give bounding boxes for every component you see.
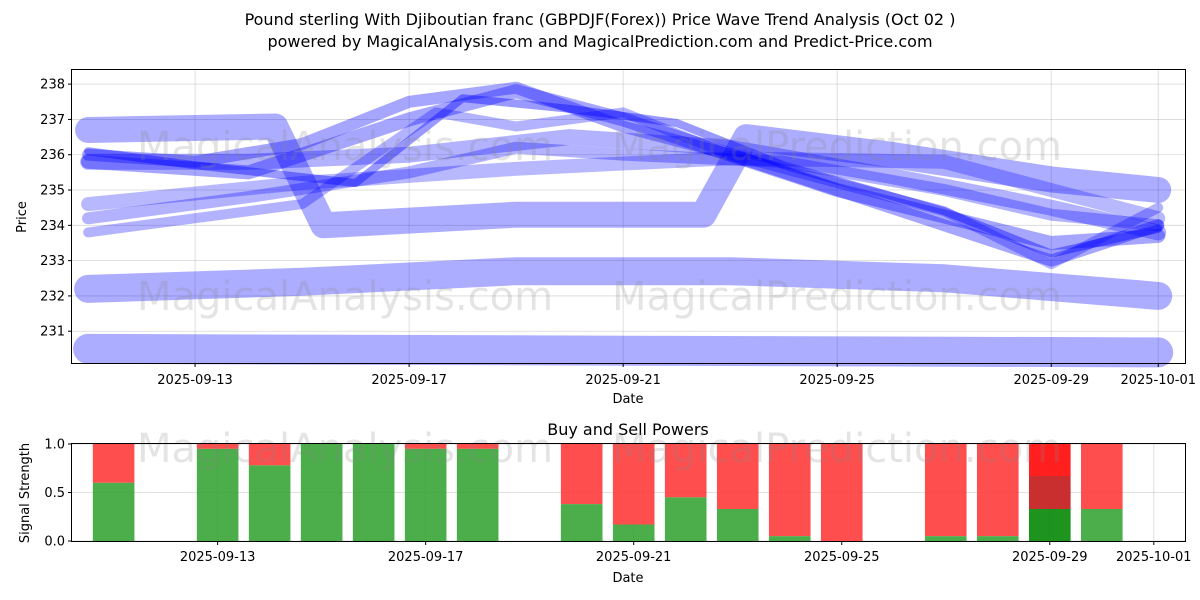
price-watermarks: MagicalAnalysis.com MagicalPrediction.co… (137, 124, 1062, 320)
price-x-axis-label: Date (612, 392, 643, 407)
sell-bar (612, 444, 655, 525)
price-wave-7 (83, 107, 1164, 270)
price-y-axis-label: Price (15, 201, 30, 233)
price-wave-1 (73, 333, 1174, 368)
buy-sell-x-tick-label: 2025-09-13 (180, 550, 256, 565)
price-y-tick-label: 232 (40, 289, 65, 304)
sell-bar (820, 444, 863, 541)
buy-sell-y-tick-label: 0.0 (44, 535, 65, 550)
buy-sell-x-tick-label: 2025-09-17 (388, 550, 464, 565)
buy-sell-x-tick-label: 2025-10-01 (1116, 550, 1192, 565)
buy-bar (664, 497, 707, 541)
sell-bar (716, 444, 759, 509)
sell-bar (456, 444, 499, 449)
sell-bar (664, 444, 707, 498)
buy-sell-watermarks: MagicalAnalysis.com MagicalPrediction.co… (137, 426, 1062, 472)
buy-sell-title: Buy and Sell Powers (547, 420, 709, 439)
buy-bar (300, 444, 343, 541)
price-plot-frame (71, 69, 1186, 364)
price-y-tick-label: 236 (40, 148, 65, 163)
price-waves (73, 81, 1174, 368)
price-x-tick-label: 2025-09-13 (157, 373, 233, 388)
buy-bar (248, 465, 291, 541)
sell-bar (1080, 444, 1123, 509)
price-y-tick-label: 233 (40, 254, 65, 269)
price-y-ticks: 231 232 233 234 235 236 237 238 (40, 78, 72, 340)
price-y-tick-label: 231 (40, 325, 65, 340)
buy-bar (404, 448, 447, 541)
watermark-left-bottom: MagicalAnalysis.com (137, 274, 553, 320)
price-y-tick-label: 238 (40, 78, 65, 93)
price-y-tick-label: 234 (40, 219, 65, 234)
buy-bar (612, 524, 655, 541)
sell-bar (768, 444, 811, 537)
price-wave-9 (81, 151, 1166, 226)
price-wave-4 (81, 84, 1166, 250)
price-x-tick-label: 2025-09-21 (585, 373, 661, 388)
price-wave-5 (82, 81, 1165, 267)
price-grid (72, 70, 1185, 363)
price-x-tick-label: 2025-09-29 (1013, 373, 1089, 388)
buy-sell-x-ticks: 2025-09-13 2025-09-17 2025-09-21 2025-09-25… (180, 541, 1192, 565)
price-x-tick-label: 2025-10-01 (1120, 373, 1196, 388)
buy-bar (196, 448, 239, 541)
buy-sell-bars (92, 444, 1123, 541)
sell-bar-overlay (1028, 444, 1071, 477)
chart-title-line1: Pound sterling With Djiboutian franc (GB… (245, 10, 956, 29)
sell-bar (924, 444, 967, 537)
sell-bar (196, 444, 239, 449)
price-wave-8 (80, 129, 1167, 241)
price-wave-6 (82, 141, 1165, 232)
buy-sell-y-ticks: 0.0 0.5 1.0 (44, 438, 72, 550)
buy-bar (352, 444, 395, 541)
chart-title-line2: powered by MagicalAnalysis.com and Magic… (267, 32, 932, 51)
buy-bar (456, 448, 499, 541)
sell-bar (248, 444, 291, 466)
watermark-left-bars: MagicalAnalysis.com (137, 426, 553, 472)
buy-bar (716, 508, 759, 541)
price-x-tick-label: 2025-09-17 (371, 373, 447, 388)
buy-sell-y-tick-label: 1.0 (44, 438, 65, 453)
buy-bar (92, 482, 135, 541)
price-wave-2 (74, 257, 1173, 310)
buy-bar (768, 536, 811, 541)
buy-sell-x-tick-label: 2025-09-21 (596, 550, 672, 565)
price-wave-plot: MagicalAnalysis.com MagicalPrediction.co… (15, 69, 1196, 407)
buy-sell-y-axis-label: Signal Strength (18, 443, 33, 543)
sell-bar-overlay (1028, 476, 1071, 509)
sell-bar (560, 444, 603, 505)
price-wave-10 (84, 94, 1163, 258)
buy-sell-y-tick-label: 0.5 (44, 486, 65, 501)
price-y-tick-label: 235 (40, 184, 65, 199)
price-wave-3 (75, 113, 1172, 239)
sell-bar (404, 444, 447, 449)
sell-bar (976, 444, 1019, 537)
watermark-left-top: MagicalAnalysis.com (137, 124, 553, 170)
buy-bar (976, 536, 1019, 541)
watermark-right-bars: MagicalPrediction.com (612, 426, 1062, 472)
sell-bar (92, 444, 135, 483)
watermark-right-top: MagicalPrediction.com (612, 124, 1062, 170)
buy-bar (1080, 508, 1123, 541)
watermark-right-bottom: MagicalPrediction.com (612, 274, 1062, 320)
buy-bar (560, 504, 603, 541)
price-x-tick-label: 2025-09-25 (799, 373, 875, 388)
buy-bar-overlay (1028, 508, 1071, 541)
price-x-ticks: 2025-09-13 2025-09-17 2025-09-21 2025-09-25… (157, 363, 1196, 388)
buy-sell-plot: Buy and Sell Powers MagicalAnalysis.com … (18, 420, 1192, 586)
buy-sell-x-axis-label: Date (612, 571, 643, 586)
buy-sell-x-tick-label: 2025-09-29 (1012, 550, 1088, 565)
buy-bar (924, 536, 967, 541)
buy-sell-x-tick-label: 2025-09-25 (804, 550, 880, 565)
price-y-tick-label: 237 (40, 113, 65, 128)
